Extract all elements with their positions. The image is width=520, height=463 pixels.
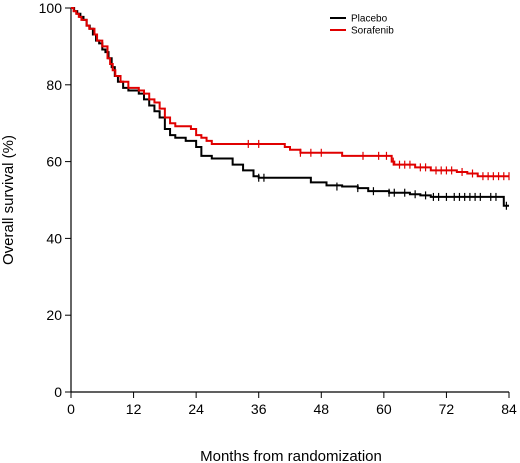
x-axis-title: Months from randomization [200,448,382,463]
series-layer [71,7,510,210]
y-tick-label: 40 [46,230,62,246]
x-tick-label: 72 [439,401,455,417]
axes-layer: 0 20 40 60 80 100 0 12 24 36 48 60 72 84 [39,0,517,417]
x-tick-label: 36 [251,401,267,417]
y-tick-label: 80 [46,77,62,93]
legend-label-placebo: Placebo [351,14,388,25]
x-tick-label: 24 [188,401,204,417]
y-tick-label: 20 [46,307,62,323]
series-line-sorafenib [71,7,509,178]
y-tick-label: 100 [39,0,63,16]
x-tick-label: 12 [126,401,142,417]
y-axis-title: Overall survival (%) [0,135,17,265]
series-line-placebo [71,7,509,207]
x-tick-label: 0 [67,401,75,417]
x-tick-label: 84 [501,401,517,417]
x-tick-label: 48 [313,401,329,417]
legend-label-sorafenib: Sorafenib [351,26,394,37]
y-tick-label: 0 [54,384,62,400]
y-tick-label: 60 [46,154,62,170]
x-tick-label: 60 [376,401,392,417]
